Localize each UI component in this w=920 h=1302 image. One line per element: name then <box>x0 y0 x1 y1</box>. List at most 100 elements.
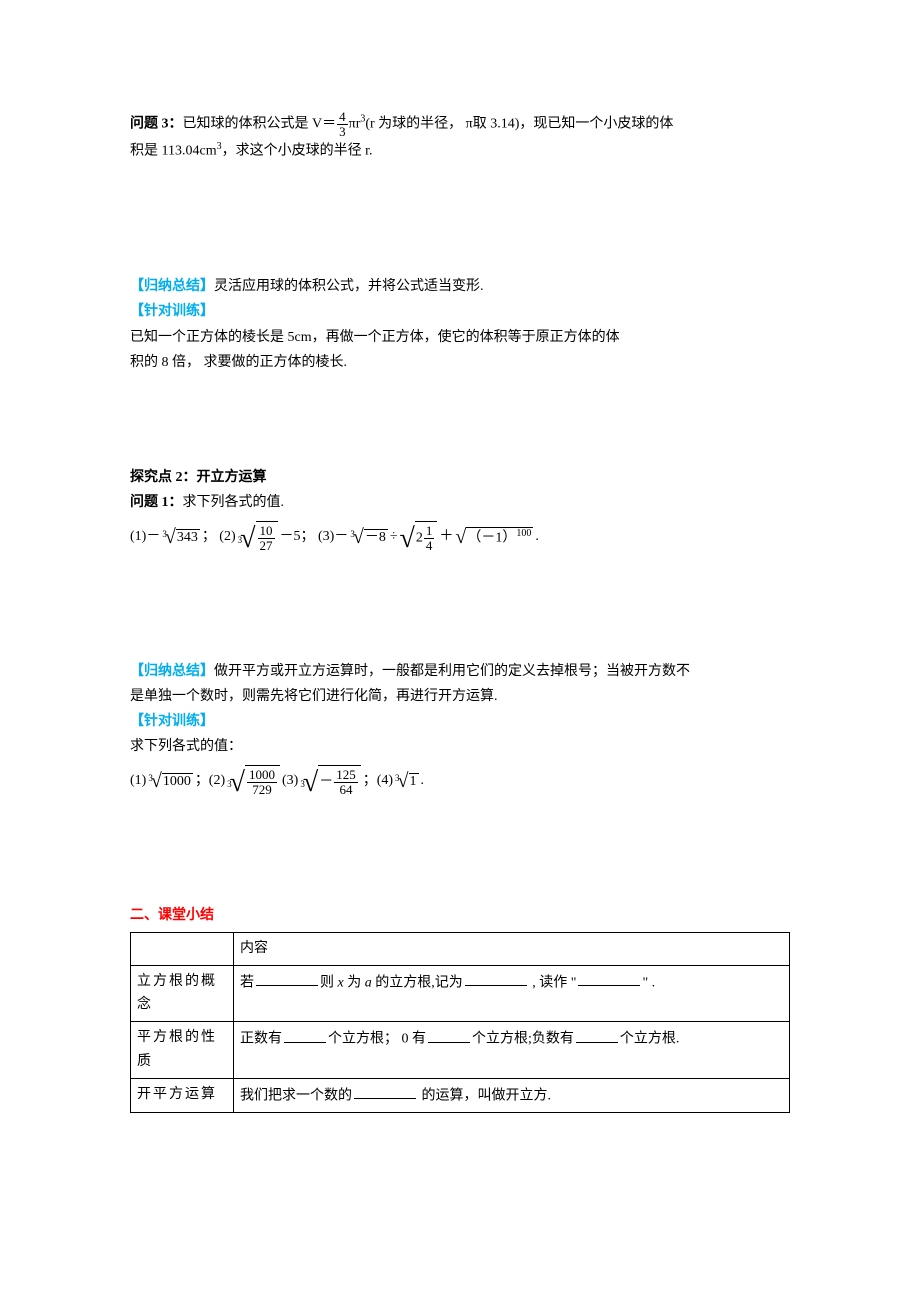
surd-icon: √ <box>400 525 415 553</box>
problem-3-line1: 问题 3：已知球的体积公式是 V＝43πr3(r 为球的半径， π取 3.14)… <box>130 110 790 138</box>
blank <box>256 970 318 986</box>
r1-m1: 则 <box>320 975 338 990</box>
radicand: 1000 729 <box>245 765 280 796</box>
problem-3-label: 问题 3： <box>130 116 183 131</box>
frac-num: 1000 <box>247 768 277 783</box>
row1-col2: 若则 x 为 a 的立方根,记为 , 读作 "" . <box>234 965 790 1022</box>
explore-2-q1-text: 求下列各式的值. <box>183 495 285 510</box>
e1-p5: ＋ <box>439 524 453 549</box>
frac-10-27: 10 27 <box>258 524 275 552</box>
radicand: 2 1 4 <box>415 521 438 552</box>
explore-2-q1-label: 问题 1： <box>130 495 183 510</box>
frac-num: 1 <box>424 524 435 539</box>
row1-col1b: 念 <box>137 997 153 1012</box>
e1-p1: (1)－ <box>130 524 160 549</box>
e2-radical-1: 3 √ 1000 <box>148 771 192 791</box>
e2-p4: ；(4) <box>363 768 393 793</box>
summary-2-text1: 做开平方或开立方运算时，一般都是利用它们的定义去掉根号；当被开方数不 <box>214 664 690 679</box>
q3-post2: (r 为球的半径， π取 3.14)，现已知一个小皮球的体 <box>365 116 673 131</box>
frac-125-64: 125 64 <box>334 768 358 796</box>
e2-p3: (3) <box>282 768 298 793</box>
row2-col1a: 平方根的性 <box>137 1030 217 1045</box>
row1-col1a: 立方根的概 <box>137 974 217 989</box>
surd-icon: √ <box>398 771 409 791</box>
e1-radical-3: 3 √ －8 <box>350 527 387 547</box>
explore-2-q1: 问题 1：求下列各式的值. <box>130 490 790 515</box>
surd-icon: √ <box>151 771 162 791</box>
e1-radical-5: √ （－1）100 <box>455 527 533 547</box>
surd-icon: √ <box>165 527 176 547</box>
train-2-label-line: 【针对训练】 <box>130 709 790 734</box>
e1-radical-2: 3 √ 10 27 <box>238 521 278 552</box>
e1-p3: －5； (3)－ <box>280 524 349 549</box>
rad5-sup: 100 <box>516 528 531 539</box>
frac-den: 729 <box>247 783 277 797</box>
e2-p5: . <box>421 768 425 793</box>
row2-col1: 平方根的性 质 <box>131 1022 234 1079</box>
r2-pre: 正数有 <box>240 1032 282 1047</box>
summary-1-label: 【归纳总结】 <box>130 279 214 294</box>
surd-icon: √ <box>230 769 245 797</box>
rad5-inner: （－1） <box>467 530 516 545</box>
row2-col2: 正数有个立方根； 0 有个立方根;负数有个立方根. <box>234 1022 790 1079</box>
r1-m4: , 读作 " <box>529 975 577 990</box>
q3-l2-pre: 积是 113.04cm <box>130 144 217 159</box>
section-2-title-line: 二、课堂小结 <box>130 903 790 928</box>
blank <box>578 970 640 986</box>
spacer <box>130 375 790 465</box>
blank <box>428 1026 470 1042</box>
radicand: 10 27 <box>256 521 278 552</box>
frac-1-4: 1 4 <box>424 524 435 552</box>
radicand: （－1）100 <box>466 527 533 547</box>
e2-p2: ；(2) <box>195 768 225 793</box>
frac-4-3: 43 <box>337 110 348 138</box>
table-row: 内容 <box>131 932 790 965</box>
summary-1-text: 灵活应用球的体积公式，并将公式适当变形. <box>214 279 484 294</box>
radicand: 1 <box>409 773 419 791</box>
q3-l2-post: ，求这个小皮球的半径 r. <box>222 144 373 159</box>
e1-p2: ； (2) <box>202 524 236 549</box>
frac-1000-729: 1000 729 <box>247 768 277 796</box>
radicand: －8 <box>364 529 388 547</box>
frac-den: 3 <box>337 125 348 139</box>
r1-pre: 若 <box>240 975 254 990</box>
spacer <box>130 164 790 274</box>
frac-num: 10 <box>258 524 275 539</box>
e2-p1: (1) <box>130 768 146 793</box>
train-1-label-line: 【针对训练】 <box>130 299 790 324</box>
summary-2-line2: 是单独一个数时，则需先将它们进行化简，再进行开方运算. <box>130 684 790 709</box>
train-1-label: 【针对训练】 <box>130 304 214 319</box>
frac-den: 64 <box>334 783 358 797</box>
frac-den: 27 <box>258 539 275 553</box>
header-cell-1 <box>131 932 234 965</box>
summary-2-label: 【归纳总结】 <box>130 664 214 679</box>
row2-col1b: 质 <box>137 1054 153 1069</box>
blank <box>465 970 527 986</box>
row3-col2: 我们把求一个数的 的运算，叫做开立方. <box>234 1078 790 1112</box>
summary-1: 【归纳总结】灵活应用球的体积公式，并将公式适当变形. <box>130 274 790 299</box>
e1-p6: . <box>535 524 539 549</box>
table-row: 开平方运算 我们把求一个数的 的运算，叫做开立方. <box>131 1078 790 1112</box>
blank <box>284 1026 326 1042</box>
section-2-title: 二、课堂小结 <box>130 908 214 923</box>
row3-col1: 开平方运算 <box>131 1078 234 1112</box>
spacer <box>130 559 790 659</box>
r1-end: " . <box>642 975 655 990</box>
surd-icon: √ <box>455 527 466 547</box>
surd-icon: √ <box>240 525 255 553</box>
train-2-line1: 求下列各式的值： <box>130 734 790 759</box>
row1-col1: 立方根的概 念 <box>131 965 234 1022</box>
r3-end: 的运算，叫做开立方. <box>418 1088 551 1103</box>
e1-p4: ÷ <box>390 524 398 549</box>
table-row: 平方根的性 质 正数有个立方根； 0 有个立方根;负数有个立方根. <box>131 1022 790 1079</box>
train-1-line1: 已知一个正方体的棱长是 5cm，再做一个正方体，使它的体积等于原正方体的体 <box>130 325 790 350</box>
r2-end: 个立方根. <box>620 1032 680 1047</box>
r3-pre: 我们把求一个数的 <box>240 1088 352 1103</box>
q3-post1: πr <box>349 116 361 131</box>
summary-2-line1: 【归纳总结】做开平方或开立方运算时，一般都是利用它们的定义去掉根号；当被开方数不 <box>130 659 790 684</box>
blank <box>576 1026 618 1042</box>
radicand: 1000 <box>162 773 193 791</box>
r2-m1: 个立方根； 0 有 <box>328 1032 426 1047</box>
blank <box>354 1083 416 1099</box>
header-cell-2: 内容 <box>234 932 790 965</box>
